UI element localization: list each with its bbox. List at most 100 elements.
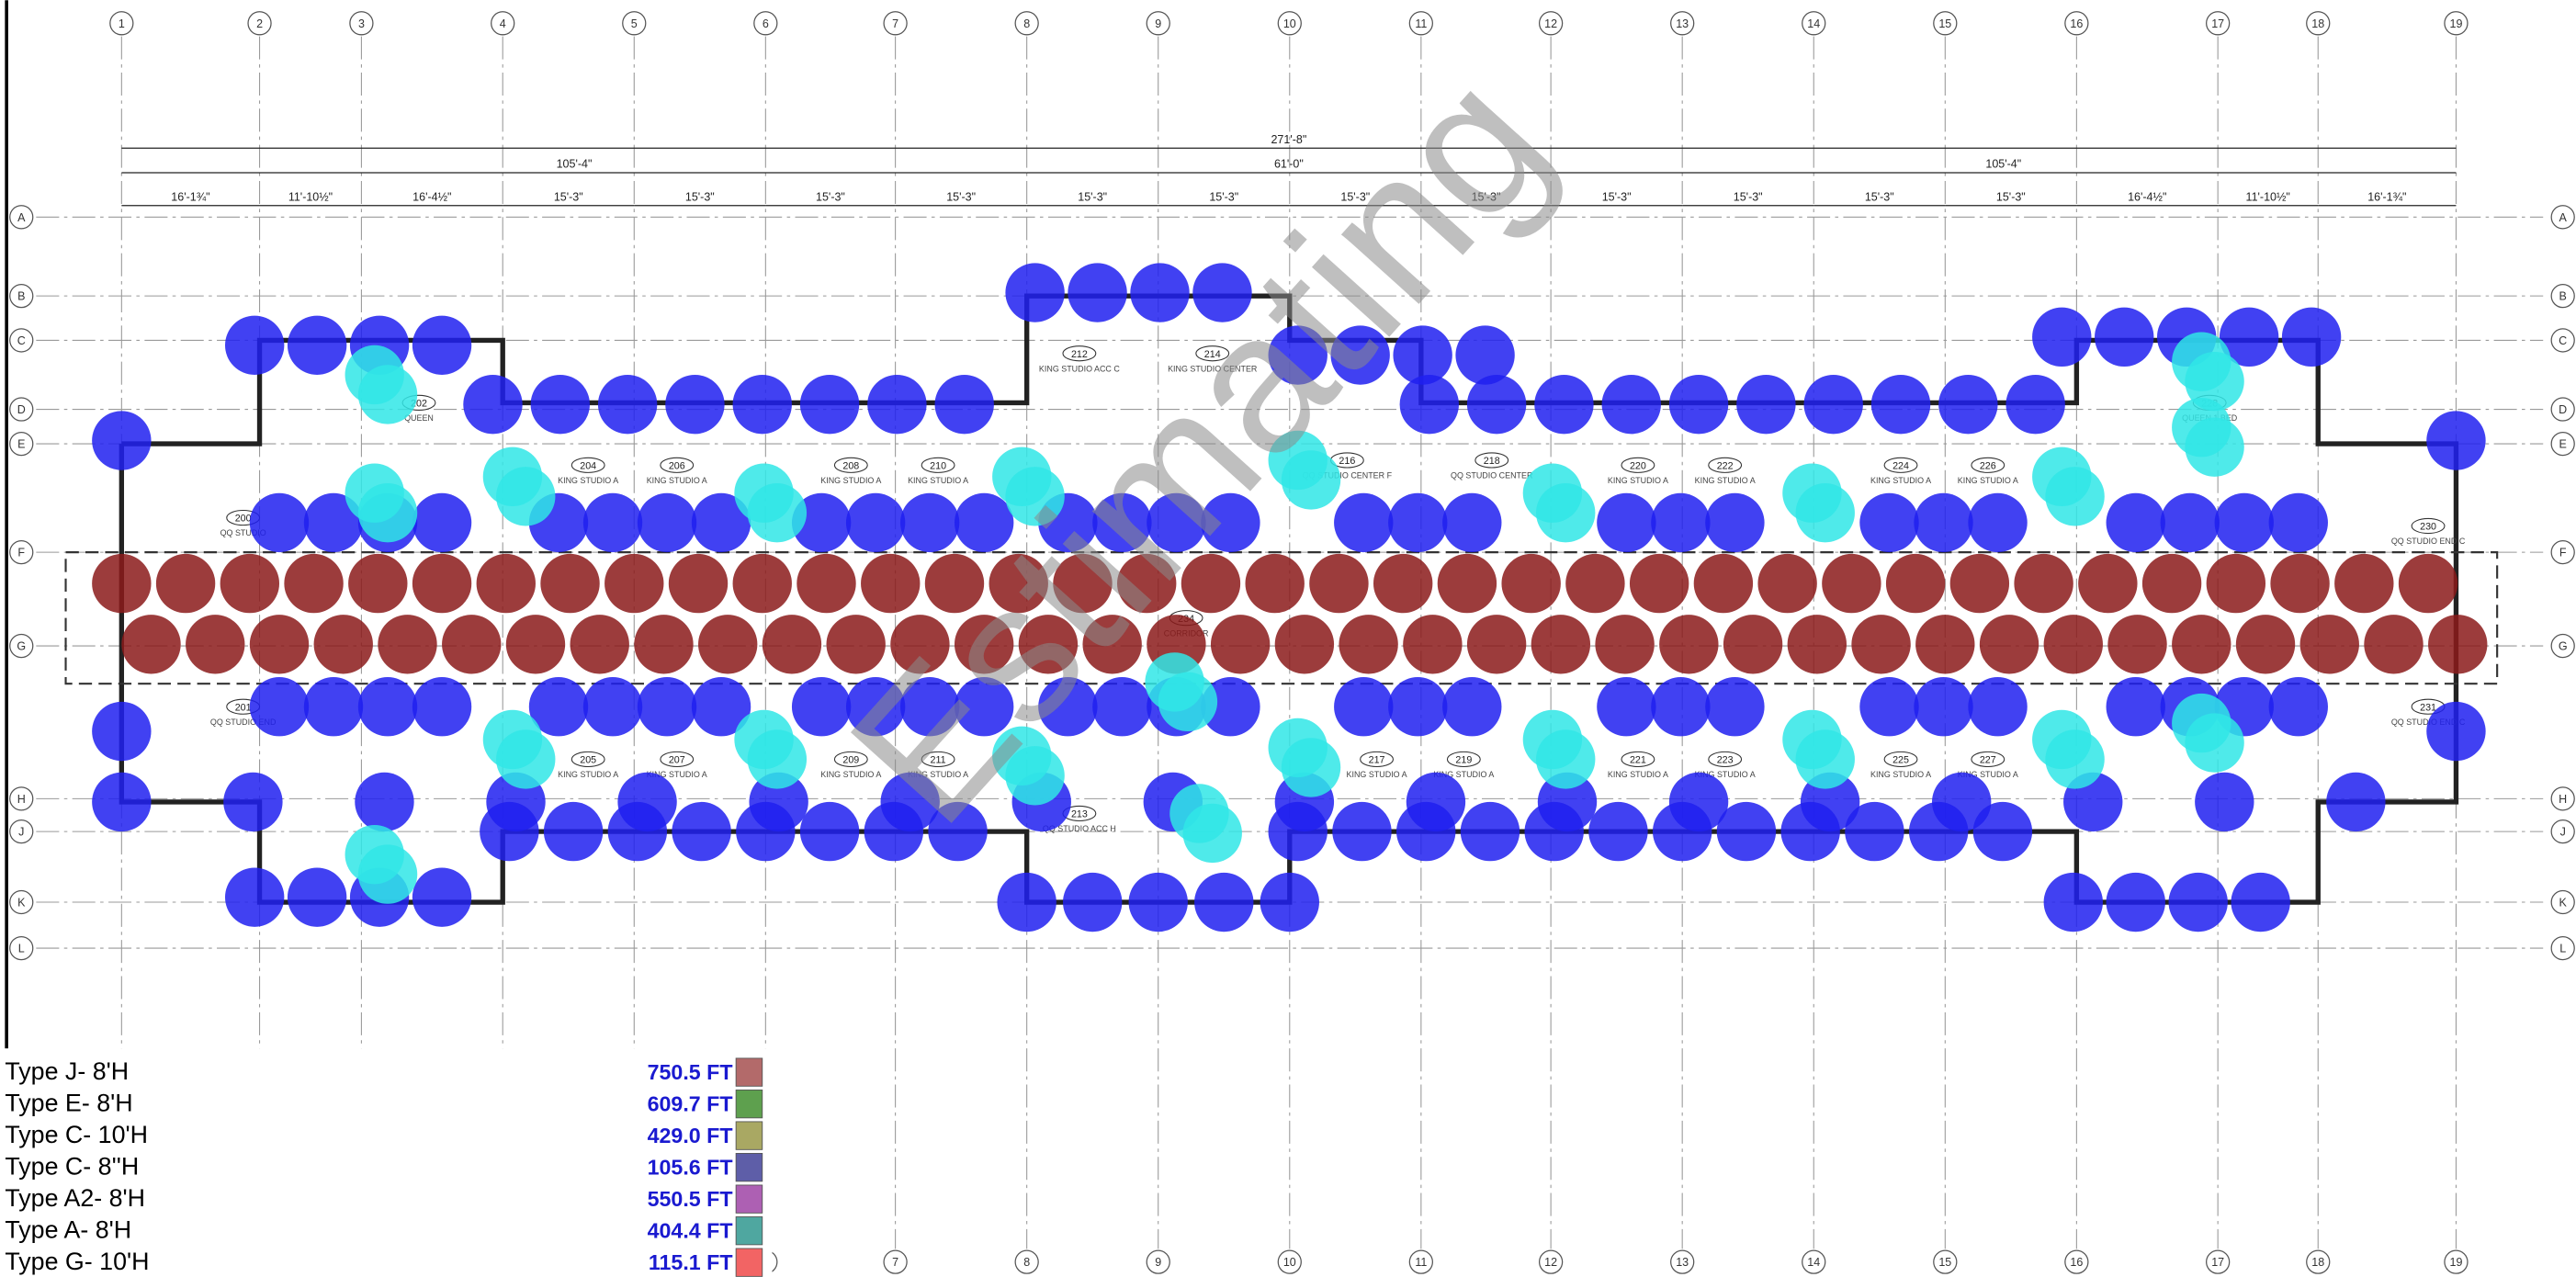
room-label: KING STUDIO ACC C (1039, 364, 1120, 373)
blue-dot (1803, 374, 1863, 435)
grid-bubble (1670, 1249, 1695, 1274)
blue-dot (867, 374, 927, 435)
room-number: 226 (1980, 460, 1996, 471)
grid-bubble (1802, 1249, 1826, 1274)
grid-column-label: 14 (1807, 1256, 1820, 1269)
red-dot (476, 553, 536, 614)
red-dot (505, 615, 566, 674)
red-dot (1979, 615, 2039, 674)
room-number: 200 (235, 514, 252, 525)
room-label: QUEEN (404, 413, 434, 423)
room-label: KING STUDIO A (1870, 476, 1931, 485)
red-dot (348, 553, 408, 614)
room-tag (1195, 345, 1230, 362)
room-tag (1621, 751, 1655, 768)
blue-dot (2168, 872, 2228, 932)
blue-dot (637, 677, 697, 737)
grid-bubble (9, 205, 34, 230)
red-dot (989, 553, 1048, 614)
grid-bubble (9, 328, 34, 353)
grid-bubble (2550, 397, 2575, 422)
blue-dot (845, 492, 906, 553)
red-dot (1274, 615, 1335, 674)
grid-bubble (9, 539, 34, 565)
blue-dot (2326, 772, 2386, 832)
blue-dot (224, 315, 285, 375)
cyan-dot (1158, 672, 1218, 732)
room-label: KING STUDIO A (647, 476, 707, 485)
blue-dot (287, 315, 347, 375)
red-dot (2107, 615, 2167, 674)
room-number: 218 (1484, 456, 1500, 467)
red-dot (442, 615, 502, 674)
blue-dot (1668, 374, 1729, 435)
blue-dot (1334, 492, 1394, 553)
grid-row-label: K (2559, 896, 2568, 909)
blue-dot (1938, 374, 1998, 435)
dimension-label: 15'-3" (1472, 190, 1501, 203)
red-dot (1245, 553, 1305, 614)
dimension-label: 15'-3" (816, 190, 845, 203)
legend-name: Type J- 8'H (5, 1057, 129, 1085)
red-dot (1915, 615, 1975, 674)
room-number: 231 (2420, 702, 2436, 713)
room-label: KING STUDIO A (1958, 476, 2018, 485)
blue-dot (799, 374, 860, 435)
blue-dot (1601, 374, 1661, 435)
legend-name: Type A- 8'H (5, 1216, 131, 1244)
room-tag (1883, 457, 1918, 473)
blue-dot (1652, 801, 1712, 862)
blue-dot (355, 772, 414, 832)
red-dot (2428, 615, 2488, 674)
red-dot (1851, 615, 1911, 674)
grid-bubble (753, 11, 778, 36)
blue-dot (736, 801, 796, 862)
room-tag (1360, 751, 1394, 768)
blue-dot (249, 492, 310, 553)
grid-bubble (1014, 1249, 1039, 1274)
blue-dot (1330, 325, 1390, 385)
red-dot (1723, 615, 1783, 674)
red-dot (1018, 615, 1079, 674)
grid-column-label: 15 (1938, 17, 1951, 30)
cyan-dot (2185, 713, 2244, 773)
blue-dot (1128, 872, 1188, 932)
room-label: KING STUDIO A (1695, 770, 1756, 779)
room-label: KING STUDIO A (1695, 476, 1756, 485)
grid-row-label: D (2559, 403, 2567, 416)
cyan-dot (1795, 483, 1855, 543)
blue-dot (1268, 325, 1328, 385)
legend-length: 609.7 FT (648, 1092, 733, 1116)
blue-dot (1201, 492, 1260, 553)
blue-dot (1334, 677, 1394, 737)
blue-dot (691, 492, 751, 553)
legend-name: Type G- 10'H (5, 1248, 149, 1275)
blue-dot (1716, 801, 1777, 862)
red-dot (412, 553, 472, 614)
grid-column-label: 17 (2211, 17, 2224, 30)
grid-bubble (349, 11, 374, 36)
blue-dot (954, 492, 1014, 553)
legend-length: 429.0 FT (648, 1124, 733, 1147)
blue-dot (1455, 325, 1515, 385)
grid-column-label: 18 (2311, 17, 2324, 30)
grid-column-label: 10 (1283, 1256, 1296, 1269)
grid-column-label: 16 (2070, 1256, 2083, 1269)
room-tag (571, 457, 605, 473)
red-dot (1437, 553, 1497, 614)
room-tag (1708, 457, 1743, 473)
blue-dot (412, 867, 472, 927)
grid-bubble (9, 935, 34, 961)
cyan-dot (357, 365, 418, 424)
grid-column-label: 2 (256, 17, 263, 30)
red-dot (220, 553, 280, 614)
grid-row-label: C (2559, 334, 2567, 347)
grid-bubble (2550, 633, 2575, 659)
room-tag (571, 751, 605, 768)
blue-dot (530, 374, 590, 435)
blue-dot (1597, 492, 1656, 553)
blue-dot (357, 677, 418, 737)
blue-dot (691, 677, 751, 737)
grid-bubble (2444, 11, 2469, 36)
dimension-label: 15'-3" (1734, 190, 1763, 203)
